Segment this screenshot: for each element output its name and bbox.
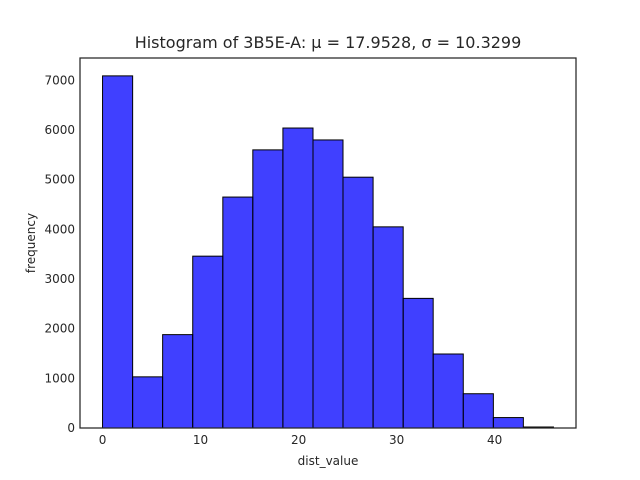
x-tick-label: 10 [193, 433, 208, 447]
histogram-bar [102, 75, 134, 429]
x-ticks-group: 0 10 20 30 40 [99, 433, 503, 447]
histogram-bar [282, 127, 314, 429]
y-tick-label: 5000 [44, 173, 75, 187]
histogram-bar [162, 334, 194, 429]
histogram-bar [462, 393, 494, 429]
chart-title: Histogram of 3B5E-A: μ = 17.9528, σ = 10… [135, 33, 522, 52]
y-tick-label: 7000 [44, 73, 75, 87]
y-tick-label: 6000 [44, 123, 75, 137]
histogram-bar [342, 176, 374, 429]
y-ticks-group: 0 1000 2000 3000 4000 5000 6000 7000 [44, 73, 75, 435]
y-tick-label: 2000 [44, 322, 75, 336]
histogram-bar [492, 417, 524, 429]
histogram-bar [372, 226, 404, 429]
histogram-bar [252, 149, 284, 429]
x-tick-label: 30 [389, 433, 404, 447]
histogram-bar [222, 196, 254, 429]
plot-frame [79, 57, 577, 429]
y-tick-label: 0 [67, 421, 75, 435]
histogram-bar [132, 376, 164, 429]
bars-group [102, 75, 554, 429]
y-tick-label: 4000 [44, 222, 75, 236]
y-tick-label: 1000 [44, 371, 75, 385]
histogram-bar [192, 255, 224, 429]
x-tick-label: 40 [487, 433, 502, 447]
histogram-bar [402, 297, 434, 429]
y-axis-label: frequency [24, 213, 38, 273]
histogram-bar [432, 353, 464, 429]
x-tick-label: 20 [291, 433, 306, 447]
x-axis-label: dist_value [298, 454, 359, 468]
x-tick-label: 0 [99, 433, 107, 447]
y-tick-label: 3000 [44, 272, 75, 286]
histogram-bar [312, 139, 344, 429]
